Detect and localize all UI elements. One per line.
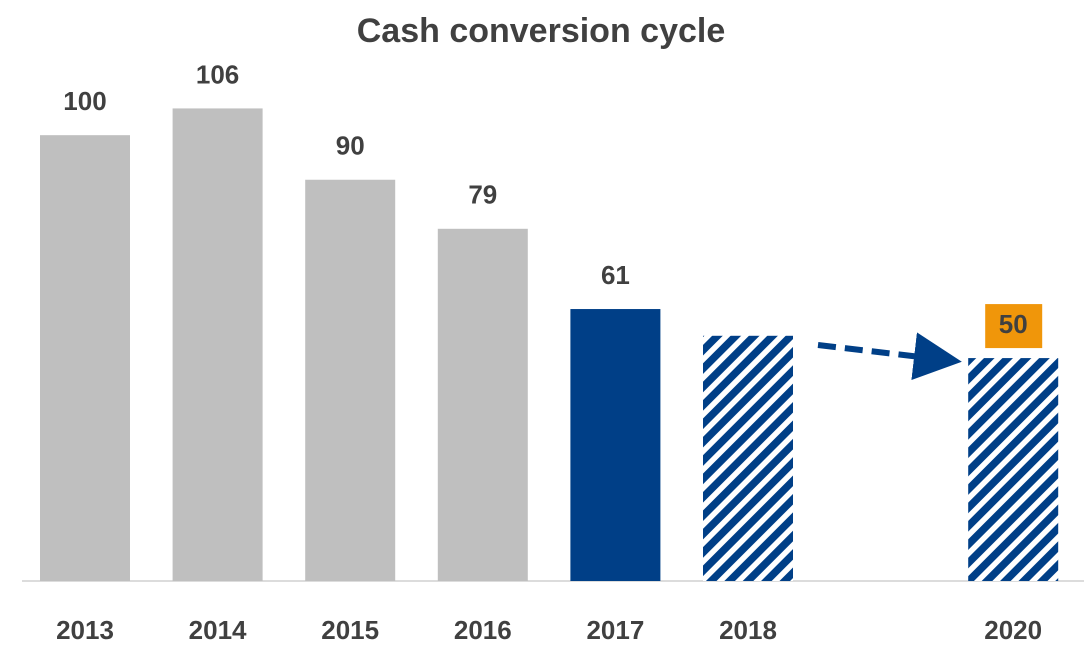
x-tick-label: 2013: [56, 615, 114, 645]
bar: [437, 228, 528, 581]
x-tick-label: 2014: [189, 615, 247, 645]
trend-arrow: [817, 332, 962, 381]
bar: [703, 335, 793, 581]
x-tick-label: 2015: [321, 615, 379, 645]
bar: [40, 135, 130, 581]
data-label: 50: [999, 309, 1028, 339]
data-label: 79: [468, 180, 497, 210]
data-label: 106: [196, 59, 239, 89]
bar: [305, 179, 396, 581]
data-label: 90: [336, 131, 365, 161]
data-label: 61: [601, 260, 630, 290]
bar: [570, 309, 661, 581]
chart-title: Cash conversion cycle: [357, 12, 726, 50]
bar: [968, 358, 1059, 581]
x-tick-label: 2017: [586, 615, 644, 645]
x-tick-label: 2018: [719, 615, 777, 645]
bar: [172, 108, 263, 582]
data-label: 100: [63, 86, 106, 116]
label-highlight: [985, 304, 1043, 349]
x-tick-label: 2020: [984, 615, 1042, 645]
x-tick-label: 2016: [454, 615, 512, 645]
